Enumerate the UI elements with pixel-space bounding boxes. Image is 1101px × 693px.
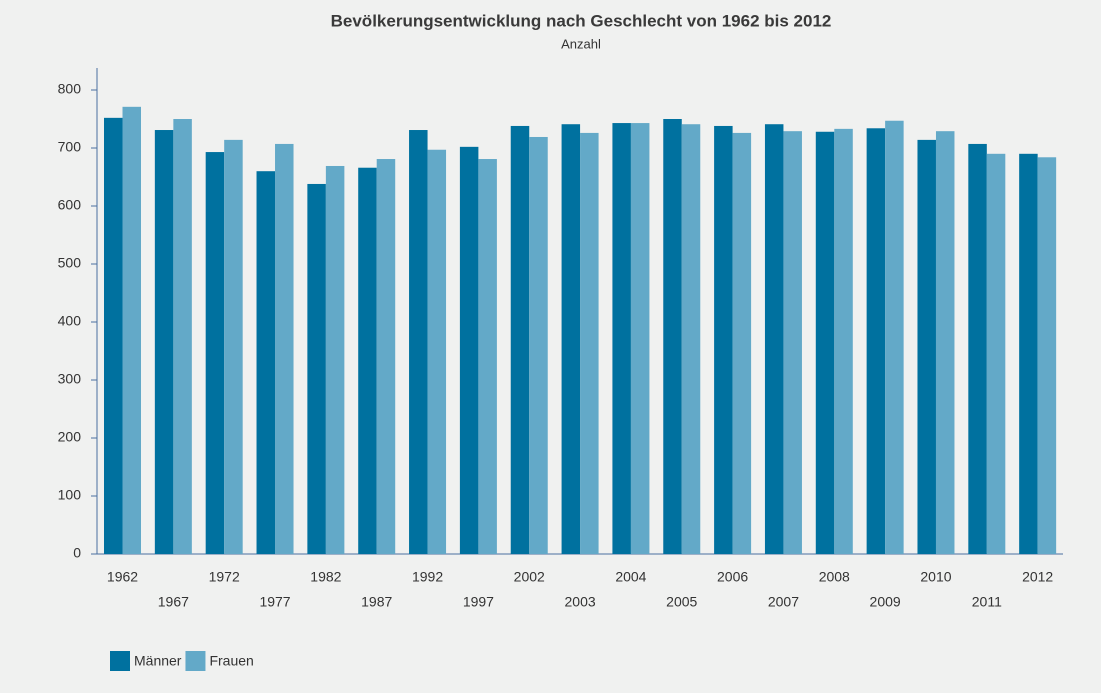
bar bbox=[681, 124, 701, 554]
bar bbox=[783, 131, 802, 554]
bar bbox=[764, 124, 784, 554]
bar bbox=[224, 139, 243, 554]
bar bbox=[714, 125, 733, 555]
x-tick-label: 2006 bbox=[717, 569, 748, 585]
x-tick-label: 2010 bbox=[920, 569, 951, 585]
bar bbox=[459, 146, 479, 554]
chart-title: Bevölkerungsentwicklung nach Geschlecht … bbox=[331, 11, 832, 30]
bar bbox=[732, 132, 752, 555]
bar bbox=[561, 124, 581, 554]
y-tick-label: 800 bbox=[58, 81, 82, 97]
x-tick-label: 2002 bbox=[514, 569, 545, 585]
bar bbox=[104, 117, 123, 554]
bar bbox=[376, 159, 396, 554]
legend-label: Frauen bbox=[209, 653, 253, 669]
bar bbox=[529, 136, 548, 555]
bar bbox=[275, 143, 294, 554]
y-tick-label: 700 bbox=[58, 139, 82, 155]
bar bbox=[663, 119, 682, 554]
x-tick-label: 2003 bbox=[565, 594, 596, 610]
x-tick-label: 2011 bbox=[972, 594, 1002, 610]
x-tick-label: 1972 bbox=[209, 569, 240, 585]
legend-label: Männer bbox=[134, 653, 182, 669]
bar bbox=[358, 167, 377, 554]
bar bbox=[307, 183, 326, 554]
x-tick-label: 1987 bbox=[361, 594, 392, 610]
y-tick-label: 100 bbox=[58, 487, 82, 503]
bar bbox=[510, 125, 530, 555]
bar bbox=[630, 123, 650, 554]
bar bbox=[834, 128, 853, 555]
x-tick-label: 2008 bbox=[819, 569, 850, 585]
bar bbox=[815, 131, 835, 554]
x-tick-label: 2007 bbox=[768, 594, 799, 610]
bar bbox=[478, 159, 497, 554]
x-tick-label: 1982 bbox=[310, 569, 341, 585]
bar bbox=[935, 131, 955, 554]
x-tick-label: 1992 bbox=[412, 569, 443, 585]
chart-subtitle: Anzahl bbox=[561, 36, 601, 51]
bar bbox=[866, 128, 886, 554]
y-tick-label: 200 bbox=[58, 429, 82, 445]
x-tick-label: 2004 bbox=[615, 569, 646, 585]
x-tick-label: 1997 bbox=[463, 594, 494, 610]
bar bbox=[968, 143, 987, 554]
x-tick-label: 1962 bbox=[107, 569, 138, 585]
y-tick-label: 0 bbox=[73, 545, 81, 561]
bar bbox=[427, 149, 447, 555]
y-tick-label: 600 bbox=[58, 197, 82, 213]
bar bbox=[122, 106, 141, 554]
x-tick-label: 2012 bbox=[1022, 569, 1053, 585]
bar bbox=[986, 153, 1006, 555]
x-tick-label: 1967 bbox=[158, 594, 189, 610]
legend-swatch bbox=[110, 651, 130, 671]
bar bbox=[154, 130, 174, 554]
bar bbox=[325, 165, 345, 555]
bar bbox=[580, 132, 599, 555]
bar bbox=[917, 139, 936, 554]
x-tick-label: 1977 bbox=[259, 594, 290, 610]
bar bbox=[885, 120, 904, 555]
x-tick-label: 2009 bbox=[870, 594, 901, 610]
bar bbox=[1037, 157, 1057, 554]
x-tick-label: 2005 bbox=[666, 594, 697, 610]
bar bbox=[205, 152, 225, 554]
legend-swatch bbox=[185, 651, 206, 671]
bar bbox=[409, 130, 428, 554]
bar bbox=[612, 123, 631, 554]
bar bbox=[173, 119, 192, 554]
bar bbox=[1019, 153, 1038, 555]
bar bbox=[256, 171, 276, 554]
y-tick-label: 500 bbox=[58, 255, 82, 271]
y-tick-label: 300 bbox=[58, 371, 82, 387]
y-tick-label: 400 bbox=[58, 313, 82, 329]
